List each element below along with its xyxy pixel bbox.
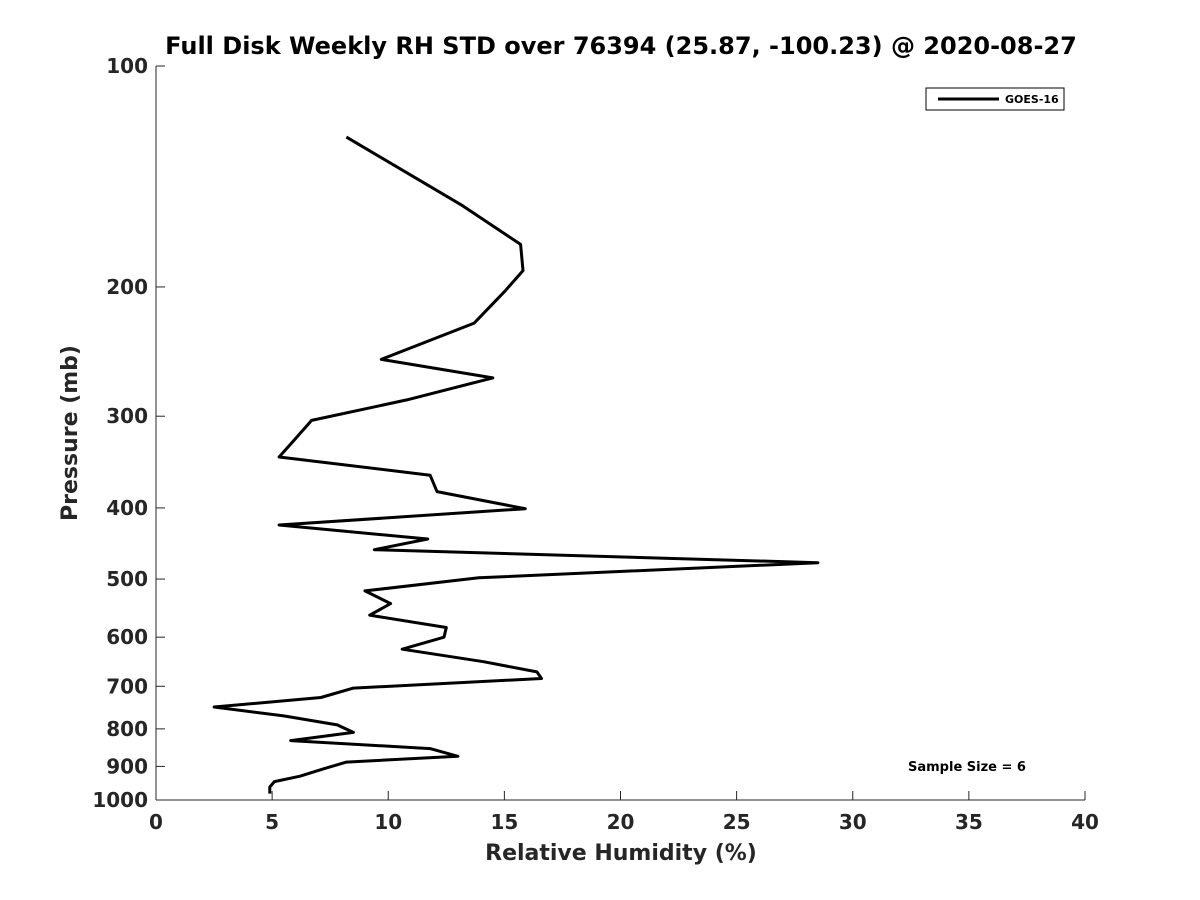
x-tick-label: 0: [149, 810, 163, 834]
y-tick-label: 700: [106, 674, 148, 698]
x-tick-label: 15: [490, 810, 518, 834]
y-tick-label: 600: [106, 625, 148, 649]
y-tick-label: 400: [106, 496, 148, 520]
y-tick-label: 800: [106, 717, 148, 741]
series-line-goes-16: [212, 135, 820, 794]
sample-size-annotation: Sample Size = 6: [908, 760, 1026, 775]
x-axis-title: Relative Humidity (%): [485, 841, 757, 866]
x-tick-label: 35: [955, 810, 983, 834]
legend-label-goes16: GOES-16: [1005, 93, 1059, 106]
chart-title: Full Disk Weekly RH STD over 76394 (25.8…: [165, 32, 1077, 60]
y-tick-label: 300: [106, 404, 148, 428]
x-tick-label: 5: [265, 810, 279, 834]
x-tick-label: 20: [607, 810, 635, 834]
x-tick-label: 25: [723, 810, 751, 834]
y-tick-label: 900: [106, 754, 148, 778]
x-tick-label: 30: [839, 810, 867, 834]
x-tick-label: 40: [1071, 810, 1099, 834]
x-tick-label: 10: [374, 810, 402, 834]
legend: GOES-16: [925, 87, 1065, 111]
y-tick-label: 100: [106, 54, 148, 78]
y-axis-title: Pressure (mb): [58, 345, 83, 521]
axes: 0 5 10 15 20 25 30 35 40 100 200 300 400 500 600 700 800…: [92, 54, 1099, 834]
y-tick-label: 1000: [92, 788, 148, 812]
y-tick-label: 500: [106, 567, 148, 591]
y-tick-label: 200: [106, 275, 148, 299]
series-layer: [212, 135, 820, 794]
